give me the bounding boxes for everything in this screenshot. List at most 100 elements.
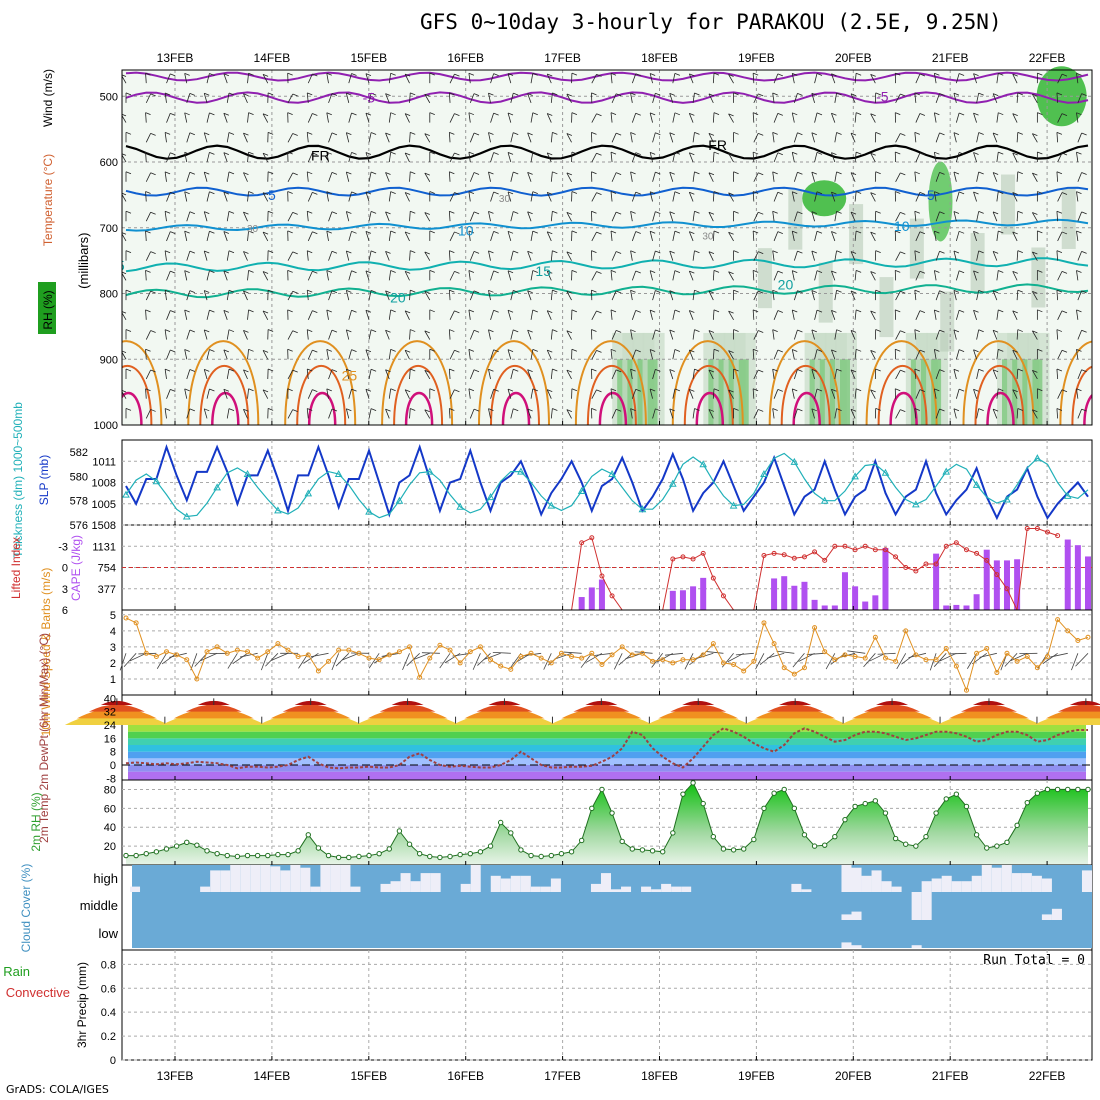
wind-barb — [996, 191, 999, 202]
wind-barb — [692, 250, 695, 261]
wind-barb — [1032, 251, 1038, 261]
wind-barb-flag — [610, 388, 617, 392]
wind-barb-flag — [547, 191, 553, 195]
wind-barb-flag — [571, 151, 578, 155]
wind-barb — [388, 349, 392, 360]
wind-barb — [850, 409, 856, 419]
cloud-cover-bar — [540, 886, 551, 892]
wind-barb — [953, 171, 957, 182]
wind-barb-flag — [405, 349, 411, 353]
wind-barb — [368, 653, 380, 669]
li-tick-label: 3 — [62, 584, 68, 596]
rh-high-patch — [802, 180, 847, 217]
wind-barb-flag — [1056, 171, 1063, 175]
wind-barb — [649, 349, 653, 360]
wind-barb — [566, 212, 572, 222]
wind-barb — [385, 290, 390, 301]
wind-barb-flag — [973, 73, 979, 77]
cloud-level-label: low — [98, 926, 118, 941]
wind-barb-flag — [513, 408, 519, 412]
wind-barb-flag — [145, 72, 151, 76]
wind-barb-flag — [307, 329, 313, 332]
wind-barb-flag — [694, 250, 700, 254]
precip-tick-label: 0 — [110, 1055, 116, 1067]
wind-barb-flag — [204, 211, 210, 214]
wind-speed-marker — [893, 658, 899, 664]
wind-barb — [190, 653, 198, 671]
thickness-axis-label: Thickness (dm) 1000~500mb — [11, 402, 25, 558]
temperature-contour — [877, 365, 928, 426]
wind-barb-flag — [424, 409, 430, 413]
wind-barb-flag — [424, 291, 430, 294]
wind-barb — [507, 231, 512, 242]
wind-barb — [854, 309, 857, 320]
wind-barb-flag — [292, 369, 298, 373]
rh-marker — [275, 851, 281, 858]
li-tick-label: 0 — [62, 563, 68, 575]
rh-marker — [994, 843, 1000, 849]
wind-barb — [992, 211, 998, 222]
temperature-contour — [489, 365, 540, 426]
wind-barb — [953, 211, 957, 222]
wind-barb — [328, 408, 333, 419]
cloud-cover-bar — [230, 865, 241, 892]
wind-barb-flag — [635, 191, 641, 195]
wind-barb-flag — [410, 131, 416, 135]
temp-tick-label: 16 — [104, 733, 116, 745]
wind-barb-flag — [1037, 388, 1043, 392]
wind-barb — [772, 329, 775, 340]
wind-barb-flag — [164, 368, 171, 372]
li-tick-label: 6 — [62, 605, 68, 617]
cloud-cover-bar — [200, 886, 211, 892]
lifted-index-marker — [882, 547, 888, 553]
wind-barb — [421, 652, 440, 654]
wind-barb-flag — [689, 73, 695, 77]
wind-barb — [328, 93, 333, 104]
wind-barb-flag — [831, 231, 837, 234]
wind-barb — [404, 152, 410, 163]
wind-barb — [348, 349, 352, 360]
temperature-contour — [125, 218, 1089, 232]
wind-barb-flag — [189, 290, 195, 293]
cape-bar — [1003, 560, 1010, 610]
wind-barb — [404, 113, 410, 123]
wind-barb — [692, 329, 695, 340]
rh-marker — [933, 810, 939, 816]
wind-barb-flag — [1061, 310, 1068, 314]
bottom-date-label: 19FEB — [738, 1069, 775, 1083]
wind-barb — [791, 270, 795, 281]
wind-barb-flag — [552, 368, 558, 372]
wind-barb — [409, 211, 411, 222]
wind-barb-flag — [527, 250, 533, 254]
thickness-marker — [122, 490, 130, 498]
lifted-index-marker — [579, 540, 585, 546]
wind-barb — [1076, 152, 1079, 163]
wind-barb — [834, 132, 837, 143]
wind-barb — [206, 388, 210, 399]
wind-barb — [145, 191, 147, 202]
wind-barb-flag — [204, 250, 210, 254]
wind-barb-flag — [493, 270, 499, 274]
cloud-cover-bar — [260, 865, 271, 892]
wind-barb — [226, 171, 230, 182]
rh-marker — [335, 854, 342, 861]
wind-barb — [345, 250, 350, 261]
wind-barb-flag — [307, 131, 313, 135]
rh-humid-core — [637, 359, 648, 425]
wind-barb — [1032, 133, 1038, 143]
wind-barb — [973, 389, 977, 399]
cape-bar — [791, 585, 798, 610]
wind-barb — [811, 172, 815, 182]
wind-barb — [939, 652, 957, 662]
wind-barb-flag — [870, 350, 876, 353]
wind-barb-flag — [267, 250, 274, 254]
wind-barb — [772, 171, 775, 182]
wind-barb-flag — [228, 210, 235, 214]
wind-speed-marker — [943, 645, 949, 651]
wind-barb — [530, 191, 534, 202]
wind-barb — [223, 310, 228, 320]
wind-barb-flag — [1056, 408, 1063, 411]
wind-barb-flag — [797, 211, 803, 215]
wind-barb-flag — [635, 310, 641, 313]
wind-barb — [409, 290, 411, 301]
